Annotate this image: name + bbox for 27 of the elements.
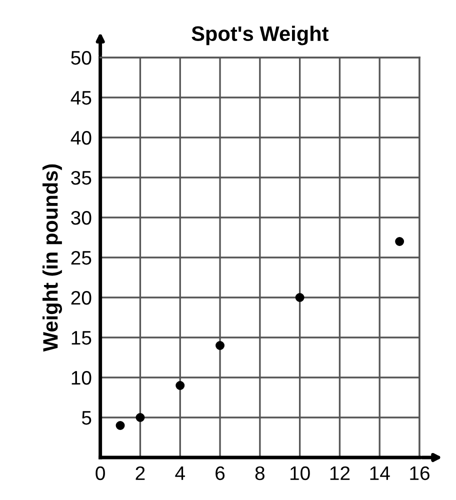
- x-tick-label: 6: [216, 466, 225, 480]
- y-tick-label: 10: [72, 370, 92, 385]
- x-tick-label: 4: [175, 466, 185, 480]
- x-tick-label: 8: [255, 466, 264, 480]
- x-tick-label: 0: [96, 466, 105, 480]
- y-tick-label: 50: [71, 50, 92, 65]
- x-tick-label: 12: [330, 466, 350, 480]
- y-tick-label: 45: [70, 91, 92, 105]
- point: [295, 293, 304, 302]
- x-tick-label: 10: [290, 466, 310, 480]
- x-tick-label: 2: [136, 466, 145, 480]
- y-tick-label: 20: [71, 290, 92, 305]
- y-tick-label: 15: [72, 331, 92, 345]
- y-tick-label: 40: [70, 130, 92, 145]
- chart-title: Spot's Weight: [192, 26, 329, 46]
- x-tick-label: 14: [370, 466, 390, 480]
- y-tick-label: 30: [71, 210, 92, 225]
- x-tick-label: 16: [410, 466, 430, 480]
- y-tick-label: 25: [71, 250, 92, 265]
- y-axis-title: Weight (in pounds): [42, 164, 62, 352]
- point: [176, 381, 185, 390]
- point: [216, 341, 225, 350]
- point: [116, 421, 125, 430]
- y-tick-label: 35: [71, 170, 92, 185]
- y-tick-label: 5: [82, 411, 92, 425]
- point: [395, 237, 404, 246]
- point: [136, 413, 145, 422]
